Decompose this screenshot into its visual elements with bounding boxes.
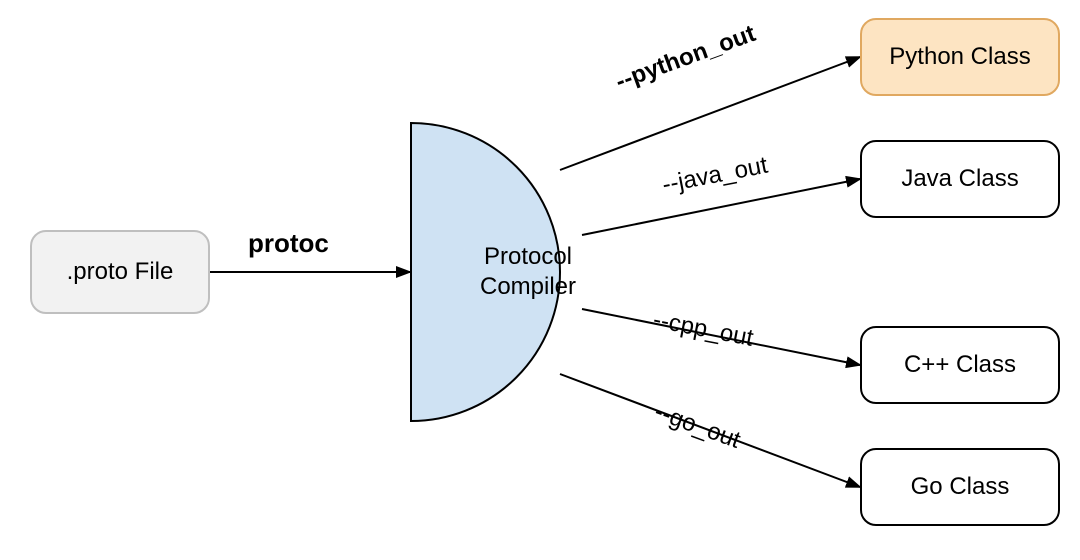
edge-label-cpp-out: --cpp_out (651, 306, 756, 353)
edge-label-protoc: protoc (248, 228, 329, 259)
edge-label-python-out: --python_out (612, 20, 759, 96)
node-java-class-label: Java Class (901, 164, 1018, 194)
node-python-class-label: Python Class (889, 42, 1030, 72)
node-java-class: Java Class (860, 140, 1060, 218)
edge-label-go-out: --go_out (650, 398, 744, 455)
node-python-class: Python Class (860, 18, 1060, 96)
node-cpp-class: C++ Class (860, 326, 1060, 404)
node-cpp-class-label: C++ Class (904, 350, 1016, 380)
node-proto-file-label: .proto File (67, 257, 174, 287)
edge-label-java-out: --java_out (660, 152, 770, 200)
node-compiler: Protocol Compiler (410, 122, 586, 422)
node-go-class-label: Go Class (911, 472, 1010, 502)
node-proto-file: .proto File (30, 230, 210, 314)
edge-python-out (560, 57, 860, 170)
node-go-class: Go Class (860, 448, 1060, 526)
node-compiler-label: Protocol Compiler (480, 242, 576, 302)
